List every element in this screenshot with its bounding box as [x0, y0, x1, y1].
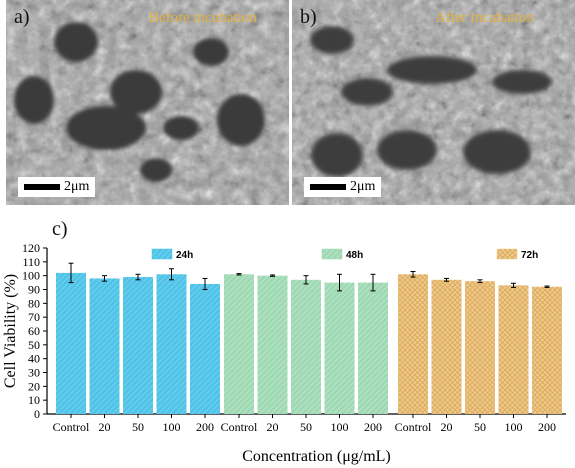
scale-bar-line — [24, 184, 60, 190]
bar-48h-200 — [358, 282, 388, 414]
y-tick-label: 40 — [28, 352, 40, 366]
scale-bar-text: 2μm — [64, 179, 90, 194]
x-tick-label: Control — [221, 420, 258, 434]
bar-24h-Control — [56, 272, 86, 414]
scale-bar-a: 2μm — [18, 177, 96, 197]
panel-caption-b: After incubation — [435, 10, 534, 26]
sem-panel-b: b) After incubation 2μm — [292, 0, 575, 205]
x-tick-label: Control — [395, 420, 432, 434]
panel-caption-a: Before incubation — [149, 10, 257, 26]
bar-72h-Control — [398, 274, 428, 414]
x-tick-label: 200 — [196, 420, 214, 434]
y-axis-label: Cell Viability (%) — [2, 274, 19, 388]
x-tick-label: 100 — [505, 420, 523, 434]
bar-48h-100 — [324, 282, 355, 414]
bar-72h-200 — [532, 286, 562, 414]
sem-image-b — [292, 0, 575, 205]
x-tick-label: 20 — [267, 420, 279, 434]
scale-bar-text: 2μm — [350, 179, 376, 194]
panel-label-c: c) — [52, 218, 68, 240]
y-tick-label: 30 — [28, 366, 40, 380]
bar-24h-50 — [123, 277, 153, 414]
y-tick-label: 70 — [28, 310, 40, 324]
y-tick-label: 80 — [28, 296, 40, 310]
x-tick-label: 200 — [364, 420, 382, 434]
legend-label-48h: 48h — [346, 250, 363, 261]
bar-48h-50 — [291, 279, 321, 414]
x-tick-label: 100 — [331, 420, 349, 434]
x-tick-label: 100 — [163, 420, 181, 434]
legend-swatch-48h — [321, 248, 343, 260]
bar-72h-50 — [465, 281, 495, 414]
y-tick-label: 90 — [28, 283, 40, 297]
x-tick-label: 50 — [474, 420, 486, 434]
scale-bar-b: 2μm — [304, 177, 382, 197]
x-tick-label: 200 — [538, 420, 556, 434]
x-tick-label: 50 — [132, 420, 144, 434]
legend-label-24h: 24h — [176, 250, 193, 261]
bar-48h-20 — [257, 275, 288, 414]
scale-bar-line — [310, 184, 346, 190]
y-tick-label: 60 — [28, 324, 40, 338]
legend-label-72h: 72h — [521, 250, 538, 261]
legend-swatch-24h — [151, 248, 173, 260]
x-tick-label: 50 — [300, 420, 312, 434]
panel-label-b: b) — [300, 6, 317, 28]
y-tick-label: 20 — [28, 379, 40, 393]
y-tick-label: 120 — [22, 241, 40, 255]
y-tick-label: 110 — [22, 255, 40, 269]
x-axis-label: Concentration (μg/mL) — [242, 448, 391, 465]
y-tick-label: 10 — [28, 393, 40, 407]
y-tick-label: 50 — [28, 338, 40, 352]
x-tick-label: 20 — [441, 420, 453, 434]
sem-image-a — [6, 0, 289, 205]
y-tick-label: 100 — [22, 269, 40, 283]
x-tick-label: 20 — [99, 420, 111, 434]
bar-24h-100 — [156, 274, 187, 414]
panel-label-a: a) — [14, 6, 30, 28]
x-tick-label: Control — [53, 420, 90, 434]
bar-24h-200 — [190, 283, 220, 414]
bar-72h-100 — [498, 285, 529, 414]
sem-panel-a: a) Before incubation 2μm — [6, 0, 289, 205]
bar-24h-20 — [89, 278, 120, 414]
bar-48h-Control — [224, 274, 254, 414]
y-tick-label: 0 — [34, 407, 40, 421]
bar-72h-20 — [431, 279, 462, 414]
legend-swatch-72h — [496, 248, 518, 260]
